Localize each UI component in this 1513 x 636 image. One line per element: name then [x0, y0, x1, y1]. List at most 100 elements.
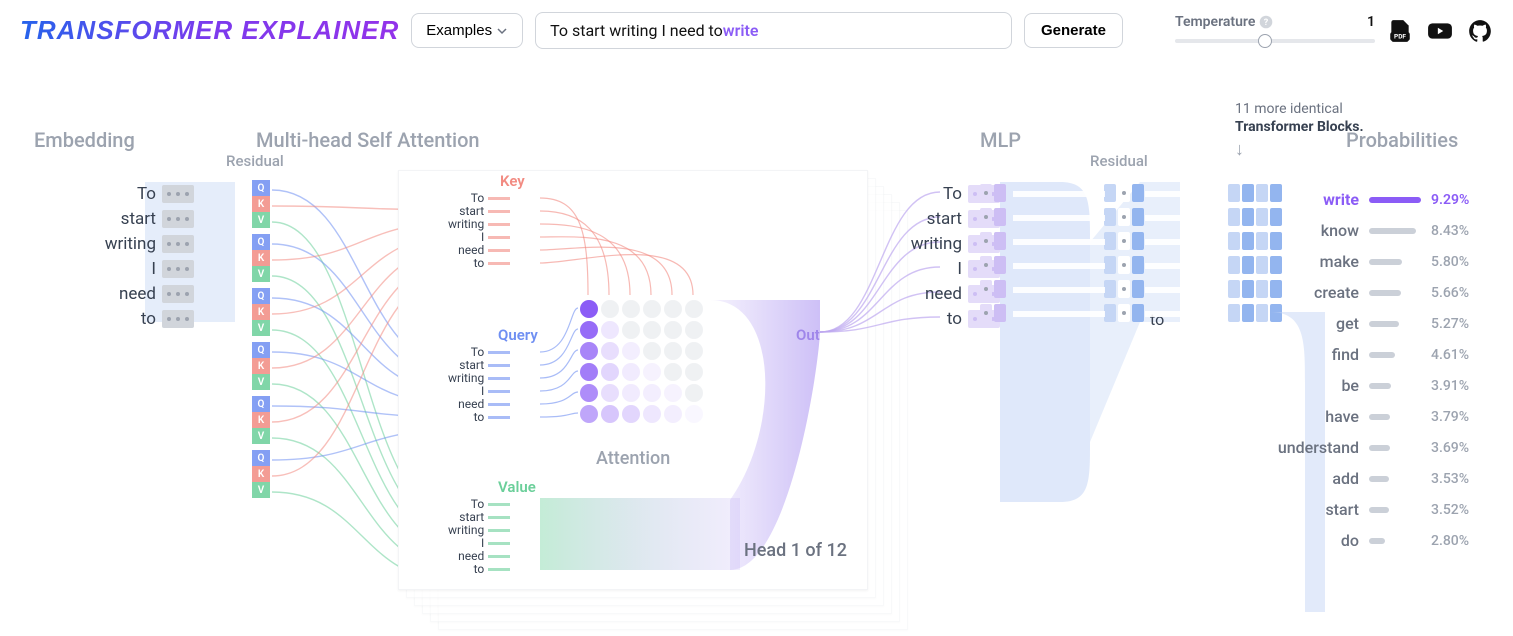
temperature-slider[interactable]: [1175, 34, 1375, 48]
block-cell: [1228, 208, 1240, 226]
examples-dropdown[interactable]: Examples: [411, 13, 523, 48]
attention-cell[interactable]: [580, 342, 598, 360]
attention-cell[interactable]: [580, 363, 598, 381]
attention-cell[interactable]: [622, 384, 640, 402]
qkv-cell-q: Q: [252, 288, 270, 304]
probability-row[interactable]: have3.79%: [1259, 407, 1485, 426]
qkv-cell-v: V: [252, 212, 270, 228]
blocks-note-1: 11 more identical: [1235, 101, 1343, 117]
probability-row[interactable]: find4.61%: [1259, 345, 1485, 364]
examples-label: Examples: [426, 22, 492, 39]
generate-button[interactable]: Generate: [1024, 13, 1123, 48]
probability-row[interactable]: be3.91%: [1259, 376, 1485, 395]
token-row: start: [34, 209, 194, 229]
attention-cell[interactable]: [601, 384, 619, 402]
attention-cell[interactable]: [643, 300, 661, 318]
attention-cell[interactable]: [643, 342, 661, 360]
attention-cell[interactable]: [601, 342, 619, 360]
probability-row[interactable]: write 9.29%: [1259, 190, 1485, 209]
block-cell: [1228, 184, 1240, 202]
prompt-input[interactable]: To start writing I need to write: [535, 12, 1012, 49]
embedding-tokens: TostartwritingIneedto: [34, 184, 194, 329]
block-cell: [1242, 256, 1254, 274]
attention-cell[interactable]: [685, 342, 703, 360]
probability-row[interactable]: get5.27%: [1259, 314, 1485, 333]
qkv-cell-k: K: [252, 250, 270, 266]
attention-cell[interactable]: [622, 300, 640, 318]
attention-cell[interactable]: [643, 363, 661, 381]
attention-cell[interactable]: [643, 321, 661, 339]
block-cell: [1104, 232, 1116, 250]
app-logo: Transformer Explainer: [20, 15, 399, 46]
attention-cell[interactable]: [601, 300, 619, 318]
attention-cell[interactable]: [664, 405, 682, 423]
chevron-down-icon: [496, 25, 508, 37]
attention-cell[interactable]: [664, 342, 682, 360]
token-row: writing: [34, 234, 194, 254]
attention-cell[interactable]: [664, 384, 682, 402]
out-label: Out: [796, 326, 820, 346]
attention-cell[interactable]: [685, 300, 703, 318]
attention-cell[interactable]: [601, 363, 619, 381]
probability-row[interactable]: understand3.69%: [1259, 438, 1485, 457]
probability-bar: [1369, 383, 1391, 389]
block-cell: [1132, 304, 1144, 322]
qkv-cell-v: V: [252, 428, 270, 444]
attention-cell[interactable]: [664, 363, 682, 381]
attention-cell[interactable]: [580, 384, 598, 402]
probability-label: be: [1259, 376, 1359, 395]
small-token-row: to: [448, 411, 510, 424]
attention-cell[interactable]: [601, 405, 619, 423]
probability-pct: 2.80%: [1431, 533, 1485, 549]
probability-label: know: [1259, 221, 1359, 240]
attention-cell[interactable]: [685, 384, 703, 402]
youtube-icon[interactable]: [1427, 18, 1453, 44]
block-cell: [994, 232, 1006, 250]
attention-cell[interactable]: [580, 300, 598, 318]
prompt-prediction: write: [723, 21, 759, 40]
probability-row[interactable]: add3.53%: [1259, 469, 1485, 488]
probability-bar: [1369, 259, 1402, 265]
github-icon[interactable]: [1467, 18, 1493, 44]
attention-cell[interactable]: [664, 300, 682, 318]
block-cell: [1104, 184, 1116, 202]
attention-cell[interactable]: [685, 321, 703, 339]
token-label: start: [927, 209, 962, 229]
probability-label: do: [1259, 531, 1359, 550]
attention-cell[interactable]: [580, 405, 598, 423]
attention-cell[interactable]: [643, 405, 661, 423]
pdf-icon[interactable]: PDF: [1387, 18, 1413, 44]
attention-matrix[interactable]: [580, 300, 703, 423]
probability-bar: [1369, 352, 1395, 358]
attention-cell[interactable]: [685, 405, 703, 423]
probability-pct: 5.66%: [1431, 285, 1485, 301]
probability-row[interactable]: make5.80%: [1259, 252, 1485, 271]
probability-row[interactable]: create5.66%: [1259, 283, 1485, 302]
token-label: to: [947, 309, 962, 329]
token-row: I: [34, 259, 194, 279]
attention-cell[interactable]: [685, 363, 703, 381]
block-cell: [1118, 280, 1130, 298]
probability-row[interactable]: know8.43%: [1259, 221, 1485, 240]
probability-pct: 9.29%: [1431, 192, 1485, 208]
attention-cell[interactable]: [622, 321, 640, 339]
block-cell: [1118, 184, 1130, 202]
help-icon[interactable]: ?: [1259, 15, 1273, 29]
qkv-cell-k: K: [252, 412, 270, 428]
probability-pct: 3.69%: [1431, 440, 1485, 456]
attention-cell[interactable]: [622, 405, 640, 423]
token-label: need: [925, 284, 962, 304]
probability-bar: [1369, 507, 1389, 513]
attention-cell[interactable]: [580, 321, 598, 339]
attention-cell[interactable]: [601, 321, 619, 339]
block-cell: [1104, 280, 1116, 298]
blocks-note-2: Transformer Blocks.: [1235, 119, 1364, 135]
attention-cell[interactable]: [643, 384, 661, 402]
attention-cell[interactable]: [622, 363, 640, 381]
probability-row[interactable]: do 2.80%: [1259, 531, 1485, 550]
probability-label: write: [1259, 190, 1359, 209]
attention-cell[interactable]: [664, 321, 682, 339]
probability-label: get: [1259, 314, 1359, 333]
probability-row[interactable]: start3.52%: [1259, 500, 1485, 519]
attention-cell[interactable]: [622, 342, 640, 360]
